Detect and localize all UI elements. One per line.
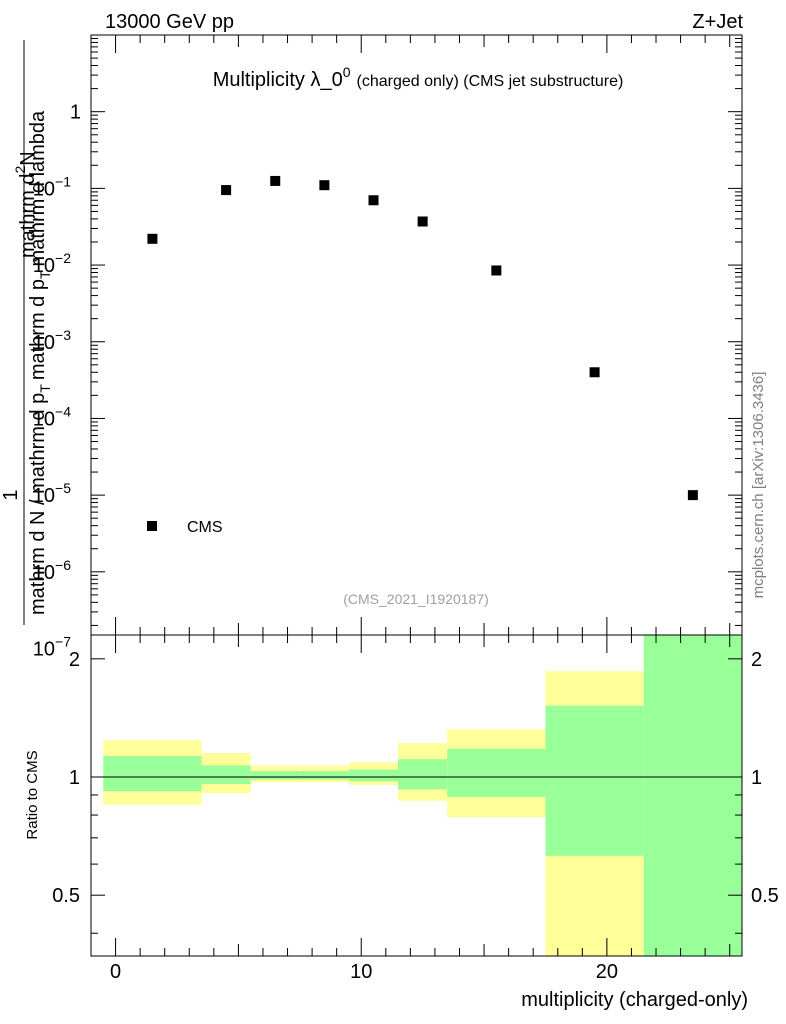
legend-marker xyxy=(147,521,157,531)
data-point xyxy=(687,490,698,501)
y-tick-label: 10−3 xyxy=(33,327,71,354)
legend: CMS xyxy=(147,519,223,536)
analysis-id: (CMS_2021_I1920187) xyxy=(343,591,489,607)
ratio-y-tick-label-left: 2 xyxy=(69,649,80,671)
svg-text:mathrm d2N: mathrm d2N xyxy=(12,151,39,258)
main-y-axis-label: 1 mathrm d N / mathrm d pTmathrm d pTmat… xyxy=(0,40,53,625)
ratio-axes: 0.5 0.51 12 20 10 20 xyxy=(52,35,779,983)
ratio-y-tick-label-left: 0.5 xyxy=(52,885,80,907)
svg-text:1: 1 xyxy=(0,489,22,500)
ratio-band-inner xyxy=(103,756,202,792)
x-tick-label: 0 xyxy=(110,961,121,983)
ratio-y-tick-label-right: 0.5 xyxy=(751,885,779,907)
y-tick-label: 10−6 xyxy=(33,557,71,584)
ratio-y-tick-label-left: 1 xyxy=(69,767,80,789)
y-tick-label: 10−1 xyxy=(33,173,71,200)
main-plot-title: Multiplicity λ_00(charged only) (CMS jet… xyxy=(213,64,624,91)
ratio-bands xyxy=(91,635,742,956)
data-point xyxy=(417,216,428,227)
energy-label: 13000 GeV pp xyxy=(105,11,234,33)
mcplots-link[interactable]: mcplots.cern.ch [arXiv:1306.3436] xyxy=(750,372,767,599)
ratio-band-inner xyxy=(299,771,349,780)
ratio-band-inner xyxy=(447,748,546,797)
data-point xyxy=(368,195,379,206)
x-axis-label: multiplicity (charged-only) xyxy=(521,989,748,1011)
ratio-y-tick-label-right: 2 xyxy=(751,649,762,671)
process-label: Z+Jet xyxy=(692,11,743,33)
data-point xyxy=(589,367,600,378)
data-point xyxy=(491,265,502,276)
ratio-band-inner xyxy=(348,769,399,782)
data-point xyxy=(147,233,158,244)
x-tick-label: 20 xyxy=(596,961,618,983)
y-tick-label: 10−7 xyxy=(33,634,71,661)
ratio-band-inner xyxy=(643,635,742,956)
data-points xyxy=(147,175,698,501)
ratio-band-inner xyxy=(250,771,300,780)
ratio-plot-frame xyxy=(90,634,743,957)
main-plot-frame xyxy=(90,34,743,636)
ratio-band-inner xyxy=(398,759,448,790)
y-tick-label: 1 xyxy=(70,102,81,124)
svg-text:mathrm d N / mathrm d pTmathrm: mathrm d N / mathrm d pTmathrm d pTmathr… xyxy=(27,110,53,615)
ratio-y-tick-label-right: 1 xyxy=(751,767,762,789)
ratio-y-axis-label: Ratio to CMS xyxy=(24,750,41,839)
y-tick-label: 10−2 xyxy=(33,250,71,277)
legend-label: CMS xyxy=(187,519,223,536)
data-point xyxy=(319,180,330,191)
main-y-ticks: 1 10−1 10−2 10−3 10−4 10−5 10−6 10−7 xyxy=(33,34,742,661)
ratio-band-inner xyxy=(545,705,644,856)
data-point xyxy=(221,185,232,196)
y-tick-label: 10−4 xyxy=(33,403,71,430)
x-tick-label: 10 xyxy=(350,961,372,983)
data-point xyxy=(270,175,281,186)
y-tick-label: 10−5 xyxy=(33,480,71,507)
ratio-band-inner xyxy=(201,765,251,784)
